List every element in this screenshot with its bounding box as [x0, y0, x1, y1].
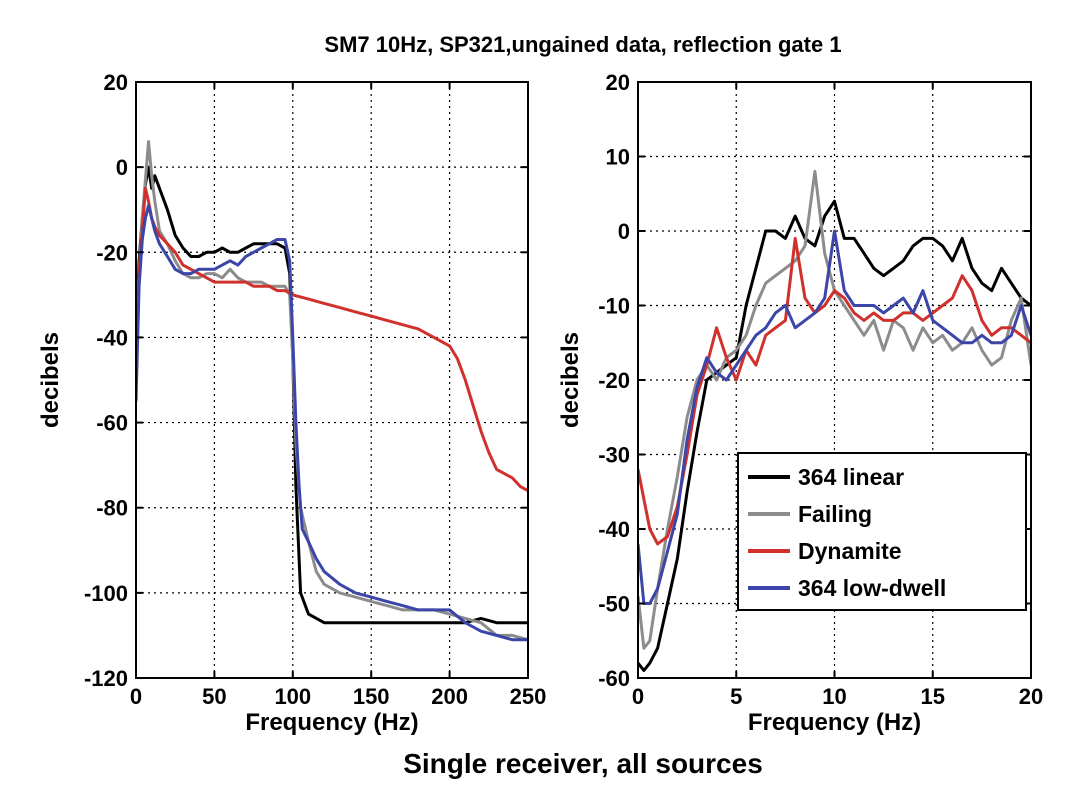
x-tick-label: 200: [431, 684, 468, 709]
x-tick-label: 250: [510, 684, 547, 709]
y-tick-label: -30: [598, 443, 630, 468]
y-tick-label: -40: [96, 325, 128, 350]
x-tick-label: 0: [130, 684, 142, 709]
y-tick-label: 0: [618, 219, 630, 244]
y-tick-label: -120: [84, 666, 128, 691]
x-tick-label: 0: [632, 684, 644, 709]
y-axis-label: decibels: [557, 332, 584, 428]
x-axis-label: Frequency (Hz): [748, 709, 921, 736]
legend-label-failing: Failing: [798, 501, 872, 527]
legend-box: [737, 452, 1027, 611]
legend: 364 linear Failing Dynamite 364 low-dwell: [737, 452, 1027, 611]
x-tick-label: 15: [921, 684, 945, 709]
series-line-dynamite: [638, 236, 1031, 546]
legend-label-dynamite: Dynamite: [798, 538, 902, 564]
subplots: 0 50 100 150 200 250-120-100-80-60-40-20020Fr…: [37, 70, 1043, 736]
x-axis-label: Frequency (Hz): [245, 709, 418, 736]
figure-caption: Single receiver, all sources: [403, 748, 763, 779]
y-tick-label: -80: [96, 496, 128, 521]
y-tick-label: -20: [598, 368, 630, 393]
x-tick-label: 100: [274, 684, 311, 709]
y-tick-label: -10: [598, 294, 630, 319]
series-line-364-linear: [638, 199, 1031, 672]
figure-title: SM7 10Hz, SP321,ungained data, reflectio…: [324, 32, 841, 57]
y-tick-label: 0: [116, 155, 128, 180]
series-line-364-linear: [136, 165, 528, 625]
x-tick-label: 150: [353, 684, 390, 709]
legend-label-364-low-dwell: 364 low-dwell: [798, 575, 946, 601]
y-tick-label: -20: [96, 240, 128, 265]
x-tick-label: 5: [730, 684, 742, 709]
subplot-2: 0 5 10 15 20 -60 -50 -40 -30 -20 -10 0 10 20 Frequency…: [557, 70, 1043, 736]
axes-box: [135, 81, 529, 679]
x-tick-label: 50: [202, 684, 226, 709]
y-tick-label: -100: [84, 581, 128, 606]
series-line-364-low-dwell: [638, 229, 1031, 605]
x-tick-label: 10: [822, 684, 846, 709]
series-line-dynamite: [136, 186, 528, 493]
x-tick-label: 20: [1019, 684, 1043, 709]
y-tick-label: -60: [598, 666, 630, 691]
y-tick-label: 20: [104, 70, 128, 95]
series-line-364-low-dwell: [136, 204, 528, 642]
subplot-1: 0 50 100 150 200 250 -120 -100 -80 -60 -40 -20 0 20 Fr…: [37, 70, 546, 736]
legend-label-364-linear: 364 linear: [798, 464, 904, 490]
y-axis-label: decibels: [37, 332, 64, 428]
y-tick-label: -60: [96, 411, 128, 436]
y-tick-label: 10: [606, 145, 630, 170]
y-tick-label: 20: [606, 70, 630, 95]
y-tick-label: -50: [598, 592, 630, 617]
y-tick-label: -40: [598, 517, 630, 542]
